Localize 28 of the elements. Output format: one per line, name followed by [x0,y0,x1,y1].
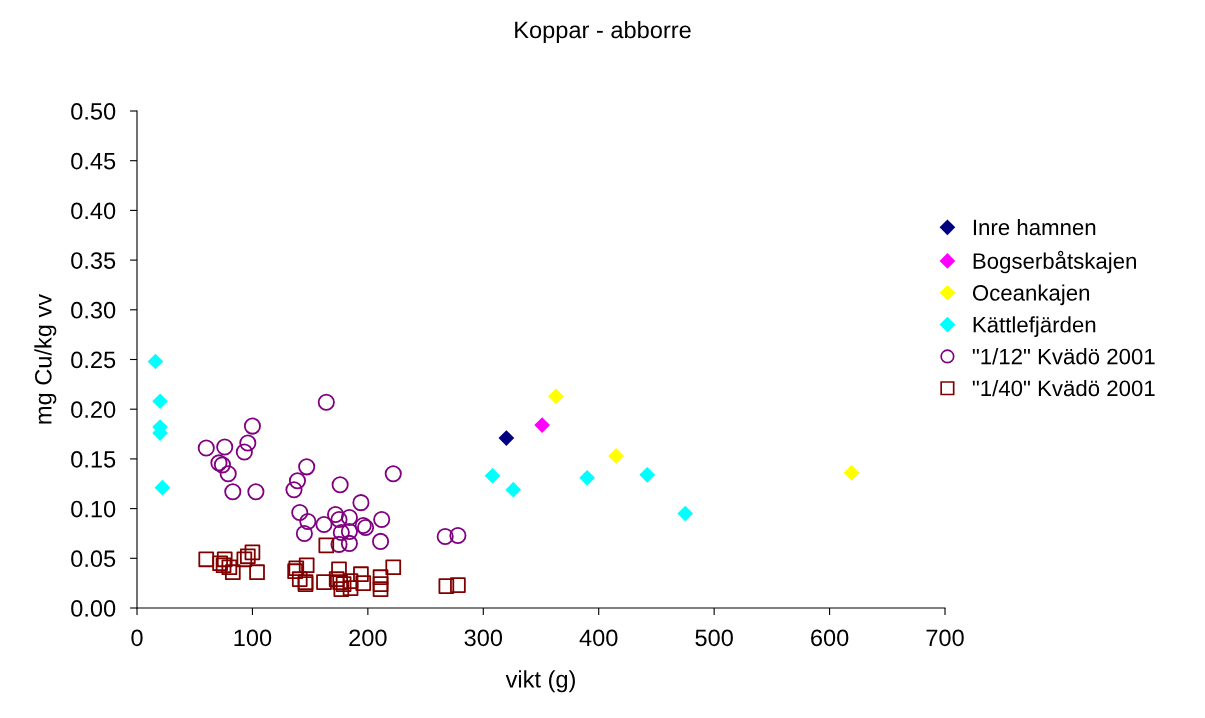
y-tick-label: 0.15 [71,450,116,468]
legend-label: "1/40" Kvädö 2001 [972,379,1155,397]
x-tick-label: 300 [464,629,503,647]
x-tick-label: 200 [349,629,387,647]
y-axis-title: mg Cu/kg vv [34,293,57,424]
y-tick-label: 0.05 [71,550,116,568]
legend-label: Bogserbåtskajen [973,250,1136,274]
y-tick-label: 0.30 [71,301,116,319]
x-tick-label: 600 [811,629,849,647]
legend-label: "1/12" Kvädö 2001 [972,348,1155,365]
y-tick-label: 0.10 [71,500,116,518]
x-tick-label: 0 [131,629,143,647]
y-tick-label: 0.35 [71,252,116,269]
y-tick-label: 0.40 [71,202,116,220]
y-tick-label: 0.20 [71,401,116,418]
y-tick-label: 0.25 [71,351,116,369]
x-axis-title: vikt (g) [505,670,575,693]
x-tick-label: 100 [234,629,272,647]
legend-label: Inre hamnen [973,218,1096,236]
y-tick-label: 0.45 [71,152,116,170]
x-tick-label: 700 [926,629,964,647]
x-tick-label: 500 [695,629,733,647]
legend-label: Kättlefjärden [973,316,1096,337]
legend-label: Oceankajen [972,284,1090,306]
chart-title: Koppar - abborre [515,21,691,43]
x-tick-label: 400 [579,629,618,647]
y-tick-label: 0.50 [71,103,116,120]
y-tick-label: 0.00 [71,600,116,617]
